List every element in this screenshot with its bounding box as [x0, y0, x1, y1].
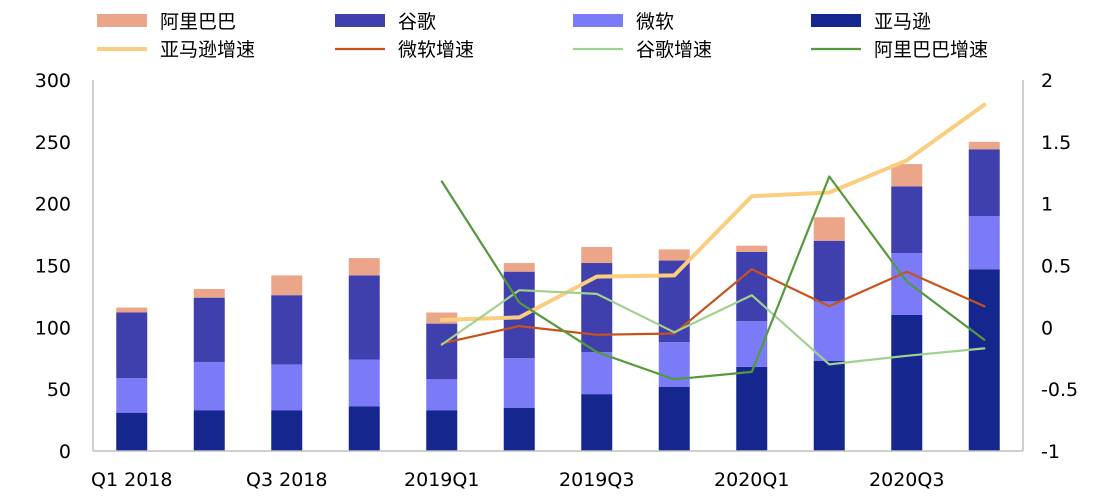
right-tick-label: 0: [1041, 317, 1053, 339]
bar-963f91cc5df45df4-1: [193, 288, 225, 298]
line-5fae8f6f589e901f: [440, 268, 986, 345]
legend-label: 谷歌增速: [636, 39, 712, 61]
plot-area: [116, 102, 1000, 451]
bar-4e9a9a6c900a-3: [348, 406, 380, 451]
bar-963f91cc5df45df4-10: [891, 164, 923, 187]
left-tick-label: 50: [47, 379, 71, 401]
bar-5fae8f6f-0: [116, 378, 148, 413]
bar-963f91cc5df45df4-7: [658, 249, 690, 261]
left-tick-label: 150: [35, 256, 71, 278]
bar-4e9a9a6c900a-0: [116, 412, 148, 451]
bar-5fae8f6f-9: [813, 301, 845, 361]
right-tick-label: 1.5: [1041, 132, 1071, 154]
bar-8c376b4c-1: [193, 297, 225, 362]
bar-4e9a9a6c900a-1: [193, 410, 225, 451]
legend-swatch-5fae8f6f: [573, 14, 623, 27]
bar-5fae8f6f-3: [348, 359, 380, 407]
bar-963f91cc5df45df4-5: [503, 263, 535, 272]
x-tick-label: 2020Q3: [869, 469, 944, 491]
x-tick-label: Q3 2018: [246, 469, 327, 491]
bar-8c376b4c-11: [968, 149, 1000, 217]
left-tick-label: 300: [35, 70, 71, 92]
bar-963f91cc5df45df4-9: [813, 217, 845, 241]
bar-4e9a9a6c900a-8: [736, 366, 768, 451]
bar-4e9a9a6c900a-6: [581, 394, 613, 451]
right-axis: -1 -0.5 0 0.5 1 1.5 2: [1022, 70, 1078, 463]
bar-4e9a9a6c900a-2: [271, 410, 303, 451]
bar-8c376b4c-2: [271, 295, 303, 365]
bar-963f91cc5df45df4-2: [271, 275, 303, 296]
x-tick-label: 2020Q1: [714, 469, 789, 491]
bar-963f91cc5df45df4-3: [348, 258, 380, 276]
legend-label: 亚马逊增速: [160, 39, 255, 61]
left-axis: 0 50 100 150 200 250 300: [35, 70, 94, 463]
bar-5fae8f6f-5: [503, 358, 535, 408]
left-tick-label: 100: [35, 317, 71, 339]
bar-5fae8f6f-1: [193, 361, 225, 411]
line-963f91cc5df45df4589e901f: [440, 175, 986, 381]
bar-8c376b4c-10: [891, 186, 923, 254]
line-8c376b4c589e901f: [440, 289, 986, 366]
legend-label: 亚马逊: [874, 11, 931, 33]
bar-4e9a9a6c900a-7: [658, 386, 690, 451]
bar-8c376b4c-0: [116, 312, 148, 379]
bar-4e9a9a6c900a-9: [813, 360, 845, 451]
x-tick-label: 2019Q1: [404, 469, 479, 491]
legend-swatch-963f91cc5df45df4: [97, 14, 147, 27]
right-tick-label: -0.5: [1041, 379, 1078, 401]
x-axis: Q1 2018 Q3 2018 2019Q1 2019Q3 2020Q1 2020Q3: [91, 450, 1023, 491]
bar-5fae8f6f-6: [581, 352, 613, 395]
bar-963f91cc5df45df4-8: [736, 245, 768, 252]
left-tick-label: 250: [35, 132, 71, 154]
bar-963f91cc5df45df4-0: [116, 307, 148, 313]
left-tick-label: 0: [59, 441, 71, 463]
right-tick-label: 0.5: [1041, 256, 1071, 278]
bar-963f91cc5df45df4-6: [581, 246, 613, 264]
bar-8c376b4c-9: [813, 240, 845, 302]
bar-5fae8f6f-11: [968, 216, 1000, 270]
bar-4e9a9a6c900a-5: [503, 407, 535, 451]
x-tick-label: 2019Q3: [559, 469, 634, 491]
legend-label: 微软增速: [398, 39, 474, 61]
legend-label: 微软: [636, 11, 674, 33]
bar-5fae8f6f-10: [891, 253, 923, 315]
bar-8c376b4c-4: [426, 323, 458, 380]
bar-4e9a9a6c900a-10: [891, 314, 923, 451]
right-tick-label: -1: [1041, 441, 1060, 463]
legend-swatch-4e9a9a6c900a: [811, 14, 861, 27]
legend-label: 阿里巴巴增速: [874, 39, 988, 61]
bar-963f91cc5df45df4-11: [968, 141, 1000, 150]
bar-4e9a9a6c900a-4: [426, 410, 458, 451]
right-tick-label: 1: [1041, 194, 1053, 216]
bar-5fae8f6f-2: [271, 364, 303, 411]
bar-5fae8f6f-4: [426, 379, 458, 411]
left-tick-label: 200: [35, 194, 71, 216]
x-tick-label: Q1 2018: [91, 469, 172, 491]
legend-label: 谷歌: [398, 11, 436, 33]
bar-8c376b4c-8: [736, 251, 768, 322]
legend-label: 阿里巴巴: [160, 11, 236, 33]
legend-swatch-8c376b4c: [335, 14, 385, 27]
bar-4e9a9a6c900a-11: [968, 269, 1000, 451]
bar-8c376b4c-3: [348, 275, 380, 360]
right-tick-label: 2: [1041, 70, 1053, 92]
